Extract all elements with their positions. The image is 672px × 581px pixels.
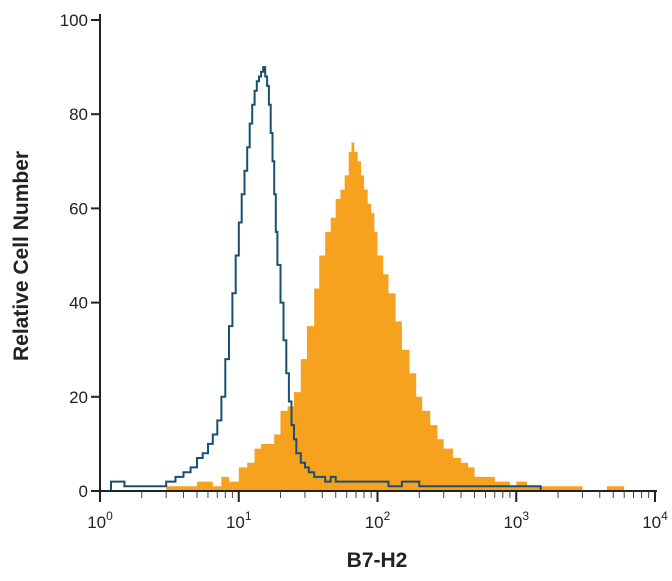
y-axis: 0 20 40 60 80 100 <box>60 11 101 501</box>
y-axis-title: Relative Cell Number <box>10 151 33 361</box>
y-tick-label: 100 <box>60 11 88 30</box>
x-axis-title: B7-H2 <box>347 549 408 572</box>
y-tick-label: 0 <box>79 482 88 501</box>
x-axis: 100 101 102 103 104 <box>87 490 668 532</box>
outline-histogram-series <box>100 66 655 492</box>
plot-area <box>100 66 655 492</box>
x-tick-label: 100 <box>87 509 113 532</box>
x-tick-label: 102 <box>365 509 391 532</box>
y-tick-label: 20 <box>69 388 88 407</box>
x-tick-label: 104 <box>642 509 668 532</box>
x-tick-label: 103 <box>503 509 529 532</box>
y-tick-label: 60 <box>69 199 88 218</box>
filled-histogram-series <box>100 142 655 491</box>
y-tick-label: 40 <box>69 294 88 313</box>
y-tick-label: 80 <box>69 105 88 124</box>
x-tick-label: 101 <box>226 509 252 532</box>
